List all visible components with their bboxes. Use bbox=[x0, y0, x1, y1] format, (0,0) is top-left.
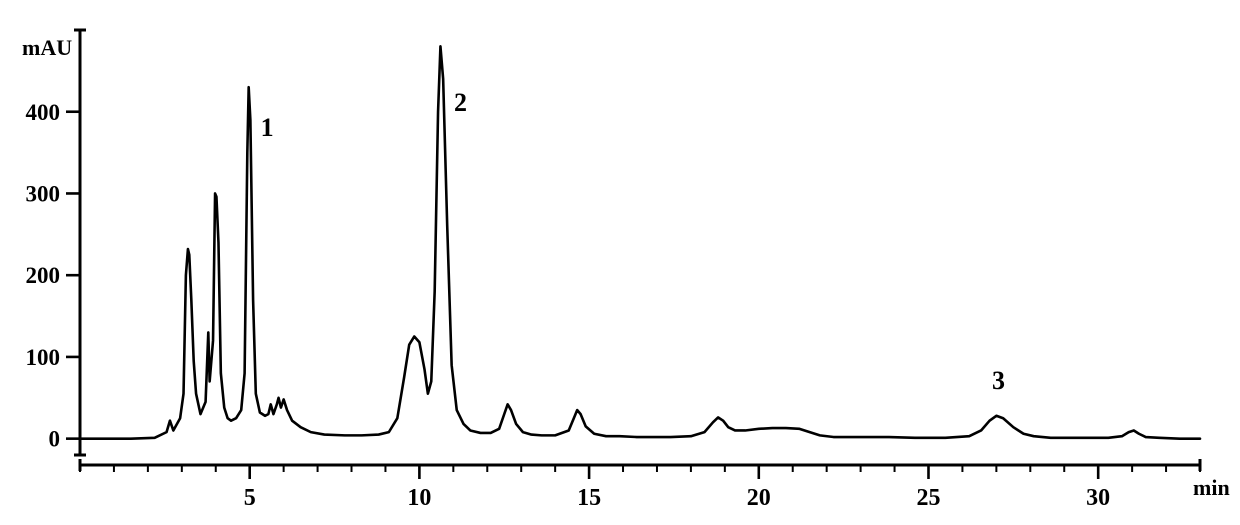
x-tick-label: 30 bbox=[1086, 485, 1110, 511]
y-axis-unit-label: mAU bbox=[22, 35, 72, 61]
x-tick-label: 15 bbox=[577, 485, 601, 511]
chart-svg: 510152025300100200300400 bbox=[0, 0, 1240, 525]
x-axis-unit-label: min bbox=[1193, 475, 1230, 501]
y-tick-label: 100 bbox=[26, 345, 61, 370]
x-tick-label: 20 bbox=[747, 485, 771, 511]
y-tick-label: 200 bbox=[26, 263, 61, 288]
x-tick-label: 5 bbox=[244, 485, 256, 511]
x-tick-label: 25 bbox=[916, 485, 940, 511]
chromatogram-figure: 510152025300100200300400 mAU min 123 bbox=[0, 0, 1240, 525]
peak-label-2: 2 bbox=[454, 88, 467, 118]
peak-label-3: 3 bbox=[992, 366, 1005, 396]
peak-label-1: 1 bbox=[261, 113, 274, 143]
chromatogram-trace bbox=[80, 46, 1200, 438]
y-tick-label: 400 bbox=[26, 100, 61, 125]
y-tick-label: 0 bbox=[49, 427, 61, 452]
x-tick-label: 10 bbox=[407, 485, 431, 511]
y-tick-label: 300 bbox=[26, 182, 61, 207]
